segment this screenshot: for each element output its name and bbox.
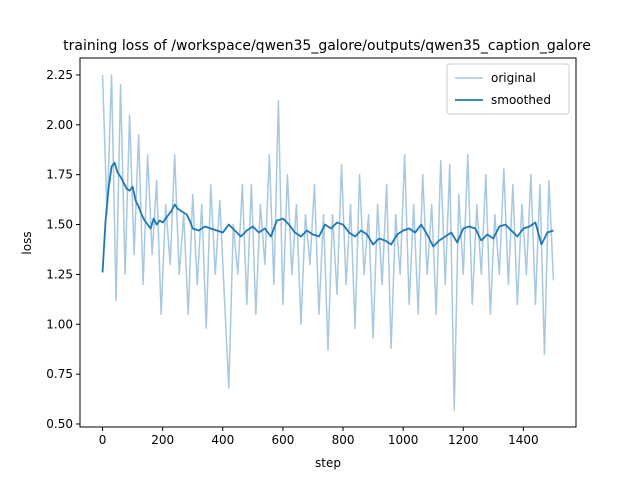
legend: original smoothed	[446, 63, 570, 115]
y-tick-label: 1.50	[46, 218, 73, 232]
x-tick-label: 1200	[448, 433, 479, 447]
y-axis-label: loss	[20, 231, 34, 254]
y-tick-label: 2.25	[46, 68, 73, 82]
x-tick-label: 800	[332, 433, 355, 447]
y-tick-label: 1.25	[46, 267, 73, 281]
legend-label-original: original	[491, 71, 536, 85]
y-tick-label: 1.00	[46, 317, 73, 331]
x-tick-label: 0	[99, 433, 107, 447]
legend-box	[446, 63, 570, 115]
x-axis: 0 200 400 600 800 1000 1200 1400	[99, 427, 539, 447]
x-tick-label: 400	[211, 433, 234, 447]
y-tick-label: 1.75	[46, 168, 73, 182]
chart-title: training loss of /workspace/qwen35_galor…	[63, 38, 591, 54]
series-line-smoothed	[101, 161, 554, 273]
plot-area	[79, 57, 577, 428]
x-axis-label: step	[315, 456, 341, 470]
y-tick-label: 0.50	[46, 417, 73, 431]
y-tick-label: 0.75	[46, 367, 73, 381]
x-tick-label: 1000	[388, 433, 419, 447]
y-axis: 0.50 0.75 1.00 1.25 1.50 1.75 2.00 2.25	[46, 68, 80, 431]
y-tick-label: 2.00	[46, 118, 73, 132]
x-tick-label: 1400	[508, 433, 539, 447]
x-tick-label: 200	[151, 433, 174, 447]
x-tick-label: 600	[271, 433, 294, 447]
plot-frame	[79, 57, 577, 428]
legend-label-smoothed: smoothed	[491, 93, 551, 107]
series-line-original	[101, 74, 555, 411]
